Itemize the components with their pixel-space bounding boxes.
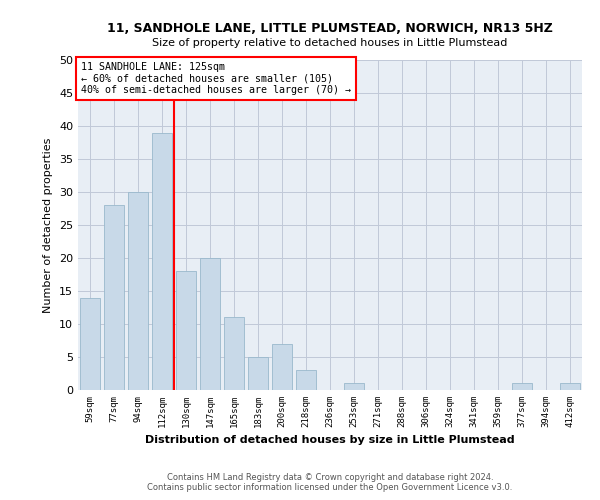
Bar <box>224 318 244 390</box>
Text: Contains HM Land Registry data © Crown copyright and database right 2024.
Contai: Contains HM Land Registry data © Crown c… <box>148 473 512 492</box>
Bar <box>128 192 148 390</box>
Bar <box>560 384 580 390</box>
Bar <box>80 298 100 390</box>
Bar <box>296 370 316 390</box>
Bar <box>176 271 196 390</box>
Bar <box>512 384 532 390</box>
Y-axis label: Number of detached properties: Number of detached properties <box>43 138 53 312</box>
Text: 11, SANDHOLE LANE, LITTLE PLUMSTEAD, NORWICH, NR13 5HZ: 11, SANDHOLE LANE, LITTLE PLUMSTEAD, NOR… <box>107 22 553 36</box>
X-axis label: Distribution of detached houses by size in Little Plumstead: Distribution of detached houses by size … <box>145 436 515 446</box>
Bar <box>248 357 268 390</box>
Bar <box>344 384 364 390</box>
Bar <box>272 344 292 390</box>
Text: 11 SANDHOLE LANE: 125sqm
← 60% of detached houses are smaller (105)
40% of semi-: 11 SANDHOLE LANE: 125sqm ← 60% of detach… <box>80 62 350 95</box>
Text: Size of property relative to detached houses in Little Plumstead: Size of property relative to detached ho… <box>152 38 508 48</box>
Bar <box>152 132 172 390</box>
Bar <box>200 258 220 390</box>
Bar <box>104 205 124 390</box>
